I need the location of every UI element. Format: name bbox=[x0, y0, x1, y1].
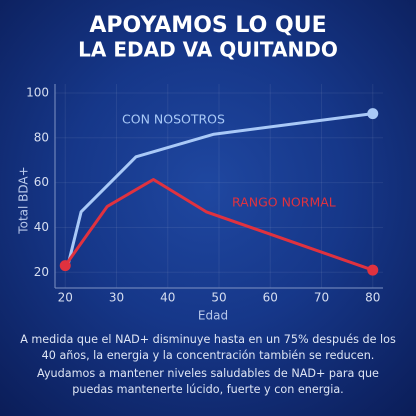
series-label: RANGO NORMAL bbox=[232, 195, 336, 210]
y-axis-label: Total BDA+ bbox=[17, 166, 31, 234]
series-label: CON NOSOTROS bbox=[122, 112, 225, 127]
chart: APOYAMOS LO QUE LA EDAD VA QUITANDO Tota… bbox=[16, 13, 383, 323]
point bbox=[367, 108, 379, 120]
x-axis-label: Edad bbox=[198, 309, 228, 323]
x-tick-label: 60 bbox=[263, 291, 278, 305]
point bbox=[367, 264, 379, 276]
y-tick-label: 100 bbox=[26, 85, 49, 99]
chart-subtitle: LA EDAD VA QUITANDO bbox=[78, 38, 338, 62]
x-tick-label: 40 bbox=[160, 291, 175, 305]
series-line bbox=[65, 112, 373, 269]
chart-title: APOYAMOS LO QUE bbox=[89, 13, 326, 38]
note: A medida que el NAD+ disminuye hasta en … bbox=[20, 333, 396, 362]
note: Ayudamos a mantener niveles saludables d… bbox=[37, 367, 379, 396]
x-tick-label: 20 bbox=[58, 291, 73, 305]
point bbox=[59, 260, 71, 272]
x-tick-label: 80 bbox=[365, 291, 380, 305]
series-line bbox=[64, 177, 374, 272]
x-tick-label: 50 bbox=[211, 291, 226, 305]
y-tick-label: 60 bbox=[34, 175, 49, 189]
x-tick-label: 30 bbox=[109, 291, 124, 305]
y-tick-label: 20 bbox=[34, 265, 49, 279]
y-tick-label: 40 bbox=[34, 220, 49, 234]
x-tick-label: 70 bbox=[314, 291, 329, 305]
y-tick-label: 80 bbox=[34, 130, 49, 144]
